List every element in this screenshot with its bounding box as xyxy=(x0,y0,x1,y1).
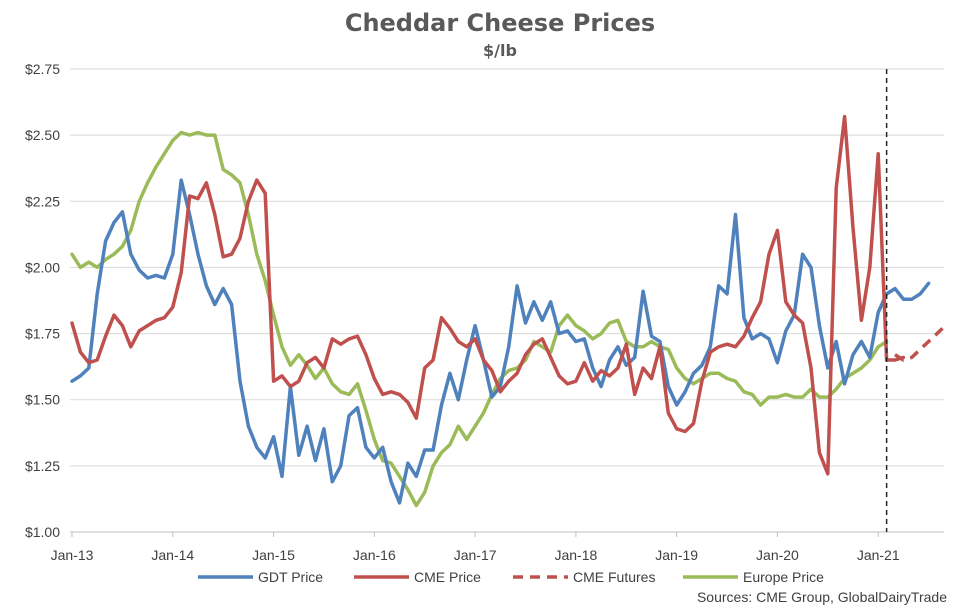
y-tick-label: $2.00 xyxy=(25,259,60,275)
grid-layer xyxy=(70,68,944,533)
x-tick-label: Jan-19 xyxy=(655,547,698,563)
x-tick-label: Jan-18 xyxy=(554,547,597,563)
legend-label: CME Price xyxy=(414,569,481,585)
series-line-gdt-price xyxy=(70,178,931,505)
x-tick-label: Jan-21 xyxy=(857,547,900,563)
legend-label: Europe Price xyxy=(743,569,824,585)
x-tick-label: Jan-16 xyxy=(353,547,396,563)
y-tick-label: $1.00 xyxy=(25,524,60,540)
y-tick-label: $1.50 xyxy=(25,392,60,408)
legend-label: CME Futures xyxy=(573,569,655,585)
y-tick-label: $1.75 xyxy=(25,326,60,342)
x-axis-ticks: Jan-13 Jan-14 Jan-15 Jan-16 Jan-17 Jan-18 Jan-… xyxy=(51,532,900,563)
x-tick-label: Jan-13 xyxy=(51,547,94,563)
y-tick-label: $2.50 xyxy=(25,127,60,143)
y-axis-ticks: $1.00 $1.25 $1.50 $1.75 $2.00 $2.25 $2.50 $2.75 xyxy=(25,61,60,540)
sources-note: Sources: CME Group, GlobalDairyTrade xyxy=(697,589,947,605)
chart-subtitle: $/lb xyxy=(483,41,517,60)
legend-item-europe-price: Europe Price xyxy=(683,569,824,585)
legend: GDT Price CME Price CME Futures Europe Pric… xyxy=(198,569,824,585)
chart-title: Cheddar Cheese Prices xyxy=(345,9,655,37)
x-tick-label: Jan-17 xyxy=(454,547,497,563)
legend-item-cme-futures: CME Futures xyxy=(513,569,655,585)
series-line-cme-price xyxy=(70,114,906,476)
x-tick-label: Jan-14 xyxy=(151,547,194,563)
legend-label: GDT Price xyxy=(258,569,323,585)
y-tick-label: $2.75 xyxy=(25,61,60,77)
y-tick-label: $1.25 xyxy=(25,458,60,474)
legend-item-cme-price: CME Price xyxy=(354,569,481,585)
series-line-cme-futures xyxy=(894,324,947,362)
series-line-europe-price xyxy=(70,130,889,508)
legend-item-gdt-price: GDT Price xyxy=(198,569,323,585)
x-tick-label: Jan-15 xyxy=(252,547,295,563)
series-layer xyxy=(70,114,947,508)
y-tick-label: $2.25 xyxy=(25,193,60,209)
x-tick-label: Jan-20 xyxy=(756,547,799,563)
